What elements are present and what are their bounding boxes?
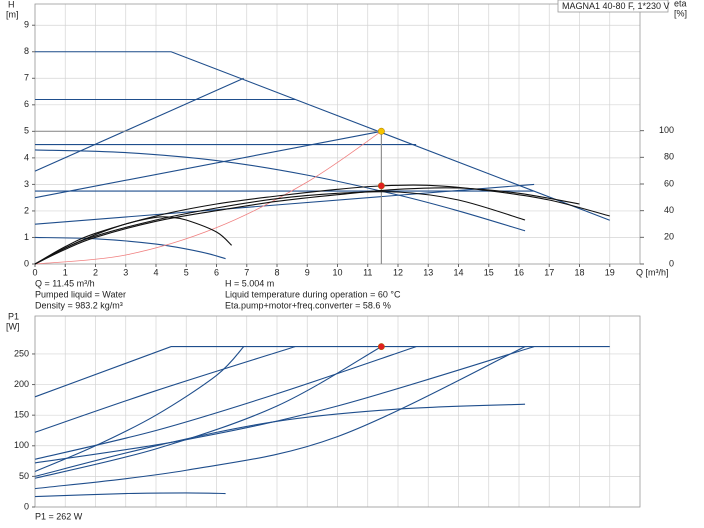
curve bbox=[34, 346, 526, 490]
y2-tick-label: 20 bbox=[664, 232, 674, 242]
y-tick-label: 4 bbox=[24, 152, 29, 162]
operating-point bbox=[377, 343, 385, 351]
x-axis-label: Q [m³/h] bbox=[636, 267, 669, 277]
title-box bbox=[557, 0, 669, 13]
x-tick-label: 18 bbox=[574, 267, 584, 277]
x-tick-label: 9 bbox=[305, 267, 310, 277]
y-tick-label: 7 bbox=[24, 73, 29, 83]
x-tick-label: 5 bbox=[184, 267, 189, 277]
y2-tick-label: 80 bbox=[664, 152, 674, 162]
chart-title: MAGNA1 40-80 F, 1*230 V bbox=[562, 1, 670, 11]
x-tick-label: 12 bbox=[393, 267, 403, 277]
y2-axis-label: eta bbox=[674, 0, 687, 8]
curve bbox=[34, 346, 610, 398]
y-tick-label: 9 bbox=[24, 20, 29, 30]
x-tick-label: 10 bbox=[332, 267, 342, 277]
y-tick-label: 5 bbox=[24, 126, 29, 136]
y-tick-label: 2 bbox=[24, 205, 29, 215]
x-tick-label: 3 bbox=[123, 267, 128, 277]
curve bbox=[34, 236, 226, 260]
y-tick-label: 8 bbox=[24, 46, 29, 56]
curve bbox=[34, 403, 526, 477]
x-tick-label: 2 bbox=[93, 267, 98, 277]
curve bbox=[34, 130, 382, 199]
x-tick-label: 11 bbox=[363, 267, 372, 277]
curve bbox=[34, 77, 244, 172]
curve bbox=[34, 346, 245, 473]
y-axis-label: H bbox=[8, 0, 15, 9]
curve bbox=[35, 51, 610, 221]
x-tick-label: 8 bbox=[274, 267, 279, 277]
y-tick-label: 250 bbox=[14, 348, 29, 358]
y-tick-label: 1 bbox=[24, 232, 29, 242]
plot-frame bbox=[34, 315, 641, 508]
info-text: P1 = 262 W bbox=[35, 511, 83, 521]
x-tick-label: 0 bbox=[32, 267, 37, 277]
y-tick-label: 0 bbox=[24, 258, 29, 268]
curve bbox=[34, 187, 580, 265]
curve bbox=[34, 183, 535, 225]
curve bbox=[34, 346, 382, 479]
x-tick-label: 16 bbox=[514, 267, 524, 277]
y2-axis-unit: [%] bbox=[674, 8, 687, 18]
y-tick-label: 6 bbox=[24, 99, 29, 109]
y2-tick-label: 60 bbox=[664, 178, 674, 188]
x-tick-label: 17 bbox=[544, 267, 554, 277]
x-tick-label: 6 bbox=[214, 267, 219, 277]
curve bbox=[34, 346, 417, 460]
y-tick-label: 50 bbox=[19, 471, 29, 481]
info-text: Pumped liquid = Water bbox=[35, 289, 126, 299]
curve bbox=[34, 346, 296, 433]
y2-tick-label: 40 bbox=[664, 205, 674, 215]
x-tick-label: 14 bbox=[453, 267, 463, 277]
info-text: Eta.pump+motor+freq.converter = 58.6 % bbox=[225, 300, 391, 310]
y-axis-unit: [W] bbox=[6, 321, 20, 331]
x-tick-label: 4 bbox=[153, 267, 158, 277]
curve bbox=[34, 184, 610, 265]
y-tick-label: 0 bbox=[24, 501, 29, 511]
y-tick-label: 200 bbox=[14, 379, 29, 389]
y-tick-label: 150 bbox=[14, 410, 29, 420]
info-text: Density = 983.2 kg/m³ bbox=[35, 300, 123, 310]
curve bbox=[34, 131, 382, 265]
x-tick-label: 19 bbox=[605, 267, 615, 277]
curve bbox=[34, 149, 526, 232]
curve bbox=[34, 216, 233, 265]
operating-point bbox=[377, 127, 385, 135]
info-text: Q = 11.45 m³/h bbox=[35, 278, 95, 288]
y-tick-label: 100 bbox=[14, 440, 29, 450]
x-tick-label: 15 bbox=[484, 267, 494, 277]
x-tick-label: 1 bbox=[63, 267, 68, 277]
y2-tick-label: 100 bbox=[659, 125, 674, 135]
info-text: H = 5.004 m bbox=[225, 278, 274, 288]
x-tick-label: 7 bbox=[244, 267, 249, 277]
x-tick-label: 13 bbox=[423, 267, 433, 277]
operating-point bbox=[377, 182, 385, 190]
info-text: Liquid temperature during operation = 60… bbox=[225, 289, 401, 299]
curve bbox=[34, 191, 526, 265]
y2-tick-label: 0 bbox=[669, 258, 674, 268]
curve bbox=[34, 492, 226, 498]
y-axis-label: P1 bbox=[8, 311, 19, 321]
y-tick-label: 3 bbox=[24, 179, 29, 189]
y-axis-unit: [m] bbox=[6, 9, 19, 19]
